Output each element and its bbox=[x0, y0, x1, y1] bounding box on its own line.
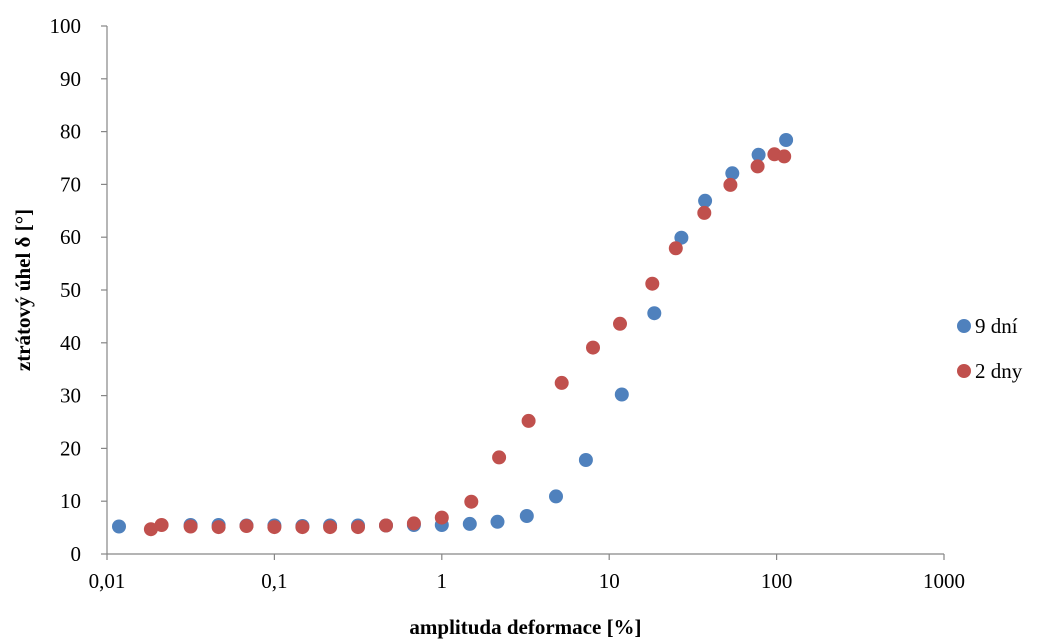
y-tick-label: 100 bbox=[50, 14, 82, 38]
legend-item: 9 dní bbox=[957, 314, 1018, 338]
legend: 9 dní 2 dny bbox=[957, 314, 1023, 383]
data-point-series-2 bbox=[554, 375, 569, 390]
data-point-series-2 bbox=[154, 518, 169, 532]
data-point-series-2 bbox=[697, 205, 712, 220]
data-point-series-2 bbox=[723, 177, 738, 192]
y-tick-label: 90 bbox=[60, 67, 81, 91]
data-point-series-1 bbox=[462, 516, 477, 531]
data-point-series-2 bbox=[183, 519, 198, 534]
y-tick-label: 50 bbox=[60, 278, 81, 302]
data-point-series-2 bbox=[613, 316, 627, 331]
data-point-series-2 bbox=[464, 494, 479, 509]
x-tick-label: 100 bbox=[761, 569, 793, 593]
x-tick-label: 0,01 bbox=[89, 569, 126, 593]
data-point-series-1 bbox=[725, 166, 740, 181]
x-tick-label: 0,1 bbox=[261, 569, 287, 593]
y-tick-label: 20 bbox=[60, 436, 81, 460]
data-point-series-2 bbox=[434, 510, 449, 525]
data-point-series-2 bbox=[521, 413, 536, 428]
data-point-series-1 bbox=[698, 193, 713, 208]
y-tick-label: 0 bbox=[71, 542, 82, 566]
y-tick-label: 30 bbox=[60, 384, 81, 408]
x-tick-label: 10 bbox=[599, 569, 620, 593]
data-point-series-2 bbox=[777, 149, 792, 164]
data-point-series-2 bbox=[267, 520, 282, 535]
x-axis-title: amplituda deformace [%] bbox=[409, 615, 641, 639]
data-point-series-2 bbox=[379, 518, 393, 533]
data-point-series-1 bbox=[490, 514, 505, 529]
data-point-series-1 bbox=[578, 453, 593, 467]
legend-marker bbox=[957, 319, 971, 333]
legend-marker bbox=[957, 364, 971, 378]
data-point-series-2 bbox=[239, 519, 254, 533]
y-tick-label: 40 bbox=[60, 331, 81, 355]
legend-label: 9 dní bbox=[975, 314, 1018, 338]
data-point-series-1 bbox=[779, 133, 794, 147]
y-tick-label: 10 bbox=[60, 489, 81, 513]
x-tick-label: 1000 bbox=[923, 569, 965, 593]
data-point-series-2 bbox=[668, 241, 683, 256]
data-point-series-1 bbox=[519, 509, 534, 523]
data-point-series-2 bbox=[586, 340, 600, 355]
data-point-series-1 bbox=[647, 306, 662, 321]
data-point-series-2 bbox=[323, 520, 338, 535]
data-point-series-2 bbox=[406, 516, 421, 531]
data-point-series-1 bbox=[751, 147, 766, 162]
data-point-series-2 bbox=[143, 522, 158, 537]
data-point-series-1 bbox=[112, 519, 126, 534]
x-axis-ticks: 0,01 0,1 1 10 100 1000 bbox=[89, 554, 965, 593]
y-tick-label: 60 bbox=[60, 225, 81, 249]
y-tick-label: 70 bbox=[60, 172, 81, 196]
y-tick-label: 80 bbox=[60, 120, 81, 144]
data-point-series-2 bbox=[295, 520, 310, 535]
y-axis-ticks: 0 10 20 30 40 50 60 70 80 90 100 bbox=[50, 14, 107, 566]
data-point-series-2 bbox=[211, 520, 226, 535]
data-points bbox=[112, 133, 794, 537]
legend-label: 2 dny bbox=[975, 359, 1023, 383]
data-point-series-1 bbox=[674, 230, 689, 245]
data-point-series-2 bbox=[645, 276, 660, 291]
axes: 0 10 20 30 40 50 60 70 80 90 100 0,01 0,1 1 10 100 1000 bbox=[50, 14, 966, 593]
data-point-series-1 bbox=[549, 489, 563, 504]
data-point-series-2 bbox=[492, 450, 507, 465]
legend-item: 2 dny bbox=[957, 359, 1023, 383]
x-tick-label: 1 bbox=[437, 569, 448, 593]
y-axis-title: ztrátový úhel δ [°] bbox=[11, 209, 35, 371]
data-point-series-1 bbox=[614, 387, 629, 402]
data-point-series-2 bbox=[351, 520, 365, 535]
data-point-series-2 bbox=[750, 159, 765, 174]
